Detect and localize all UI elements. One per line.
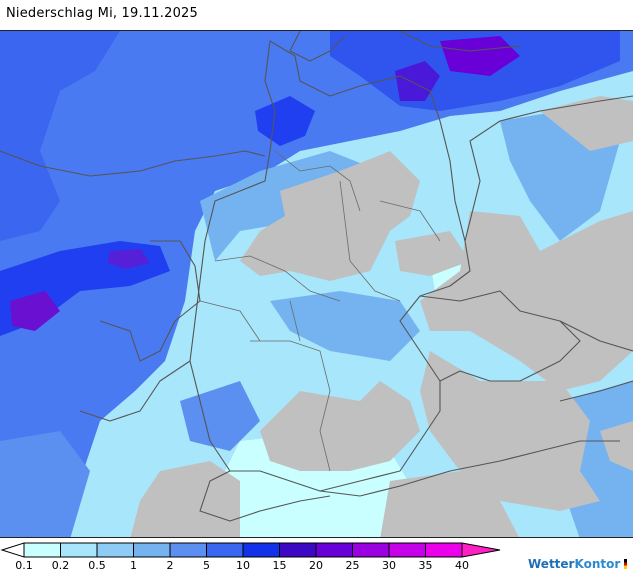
border-hungary xyxy=(559,380,633,402)
rain-core-2 xyxy=(440,36,520,76)
legend-tick-label: 15 xyxy=(272,559,287,572)
dry-area-northeast xyxy=(540,96,633,151)
legend-cell xyxy=(60,542,98,558)
state-border-3 xyxy=(339,180,401,302)
state-border-2 xyxy=(214,255,341,302)
legend-cell xyxy=(23,542,61,558)
border-slovakia xyxy=(559,320,633,352)
state-border-7 xyxy=(289,300,301,342)
dry-area-alps xyxy=(380,471,519,537)
legend-tick-label: 2 xyxy=(166,559,174,572)
border-benelux xyxy=(99,240,201,362)
legend-tick-label: 10 xyxy=(236,559,250,572)
dry-area-central xyxy=(240,151,420,281)
brand-logo: WetterKontor xyxy=(528,557,628,571)
legend-cells xyxy=(23,542,463,558)
legend-cell xyxy=(133,542,171,558)
dry-area-poland xyxy=(420,211,633,391)
rain-inland-2 xyxy=(270,291,420,361)
dry-area-austria xyxy=(600,421,633,471)
border-denmark xyxy=(289,31,346,62)
state-border-1 xyxy=(274,150,361,212)
border-france xyxy=(79,360,191,422)
legend-arrow-right xyxy=(461,542,501,558)
legend-tick-label: 25 xyxy=(345,559,360,572)
precipitation-map xyxy=(0,30,633,538)
legend-tick-label: 35 xyxy=(418,559,433,572)
legend-cell xyxy=(242,542,280,558)
rain-core-4 xyxy=(108,249,150,269)
rain-core-3 xyxy=(10,291,60,331)
legend-tick-label: 20 xyxy=(309,559,323,572)
state-borders xyxy=(199,150,441,472)
legend-tick-label: 5 xyxy=(203,559,210,572)
legend-tick-label: 0.1 xyxy=(15,559,33,572)
border-czech xyxy=(419,290,581,382)
rain-inland-5 xyxy=(0,431,90,537)
legend-cell xyxy=(315,542,353,558)
border-sweden xyxy=(399,31,521,52)
legend-cell xyxy=(425,542,463,558)
legend-cell xyxy=(96,542,134,558)
border-swiss xyxy=(199,470,331,522)
country-borders xyxy=(0,31,633,522)
dry-area-czech-south xyxy=(420,351,600,511)
legend-tick-label: 40 xyxy=(455,559,469,572)
legend-cell xyxy=(352,542,390,558)
rain-band-holland xyxy=(255,96,315,146)
rain-area-west-dark xyxy=(0,31,120,241)
legend-color-bar xyxy=(0,542,501,558)
map-title: Niederschlag Mi, 19.11.2025 xyxy=(6,6,198,21)
state-border-4 xyxy=(250,340,331,472)
rain-core-1 xyxy=(395,61,440,101)
state-border-6 xyxy=(199,300,261,342)
legend-cell xyxy=(279,542,317,558)
brand-name: Wetter xyxy=(528,557,575,571)
brand-name-2: Kontor xyxy=(574,557,621,571)
rain-area-west xyxy=(0,31,330,537)
legend-cell xyxy=(206,542,244,558)
legend-cell xyxy=(388,542,426,558)
border-austria xyxy=(319,440,620,497)
legend-tick-label: 1 xyxy=(130,559,137,572)
border-poland xyxy=(464,95,633,242)
legend-cell xyxy=(169,542,207,558)
dry-area-bavaria xyxy=(260,381,420,471)
legend-arrow-left xyxy=(0,542,25,558)
border-germany xyxy=(189,40,471,492)
rain-inland-3 xyxy=(180,381,260,451)
legend-tick-label: 30 xyxy=(382,559,396,572)
legend-tick-label: 0.5 xyxy=(88,559,106,572)
dry-area-saxony xyxy=(395,231,470,276)
state-border-5 xyxy=(379,200,441,242)
dry-areas xyxy=(130,96,633,537)
border-coast-netherlands xyxy=(0,150,266,177)
legend-tick-label: 0.2 xyxy=(51,559,70,572)
flag-icon xyxy=(624,559,628,569)
